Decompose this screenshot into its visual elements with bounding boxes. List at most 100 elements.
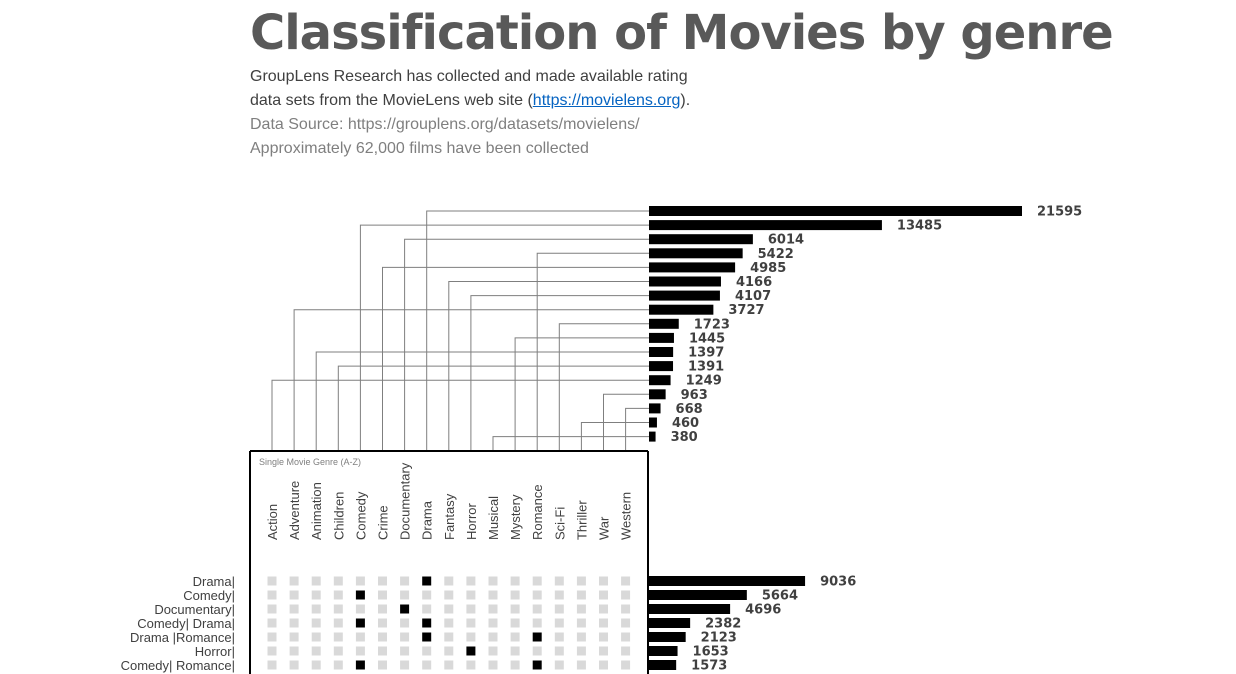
genre-total-bar [649,206,1022,216]
matrix-dot [289,632,299,642]
matrix-dot [510,632,520,642]
connector-line [470,295,649,451]
matrix-dot [576,660,586,670]
genre-total-value: 380 [671,430,698,445]
matrix-dot [554,618,564,628]
genre-total-value: 1391 [688,360,724,375]
genre-column-label: Action [265,504,280,540]
matrix-dot [576,618,586,628]
matrix-dot [400,576,410,586]
genre-total-value: 4107 [735,289,771,304]
genre-total-bar [649,417,657,428]
matrix-dot [510,618,520,628]
matrix-dot-active [355,618,365,628]
matrix-dot [488,646,498,656]
connector-line [315,351,649,451]
connector-line [271,379,649,451]
matrix-dot [333,604,343,614]
matrix-dot [400,660,410,670]
connector-line [492,436,649,451]
matrix-dot [599,590,608,600]
matrix-dot [444,576,454,586]
matrix-dot [532,604,542,614]
genre-column-label: Horror [464,502,479,540]
combination-label: Documentary| [154,602,235,617]
matrix-dot [378,646,387,656]
genre-total-bar [649,375,671,386]
matrix-dot [599,646,608,656]
matrix-dot [289,604,299,614]
connector-line [426,210,649,451]
matrix-dot-active [355,590,365,600]
matrix-dot [510,646,520,656]
matrix-dot [599,604,608,614]
matrix-dot [267,604,277,614]
matrix-dot [599,618,608,628]
matrix-dot [311,618,321,628]
matrix-dot [510,576,520,586]
genre-total-value: 5422 [758,247,794,262]
genre-total-value: 4985 [750,261,786,276]
genre-column-label: Fantasy [442,493,457,540]
matrix-dot [267,576,277,586]
matrix-dot [488,576,498,586]
matrix-dot-active [532,660,542,670]
genre-column-label: Animation [309,482,324,540]
matrix-dot-active [466,646,476,656]
description-line-1: GroupLens Research has collected and mad… [250,68,688,85]
matrix-dot [576,590,586,600]
movielens-link[interactable]: https://movielens.org [532,92,681,109]
genre-column-label: Western [619,492,634,540]
matrix-dot [355,646,365,656]
matrix-dot [444,618,454,628]
matrix-dot [621,576,631,586]
combination-bar [649,632,686,642]
matrix-dot [621,618,631,628]
combination-value: 2123 [701,631,737,646]
matrix-dot [289,576,299,586]
genre-total-bar [649,389,666,400]
matrix-dot [378,576,387,586]
matrix-dot [621,590,631,600]
connector-line [382,266,649,451]
matrix-dot [333,590,343,600]
matrix-dot [355,604,365,614]
genre-total-value: 3727 [728,303,764,318]
combination-bar [649,576,806,586]
matrix-dot [576,576,586,586]
matrix-dot [444,604,454,614]
genre-column-label: Documentary [398,462,413,540]
genre-total-bar [649,262,736,273]
matrix-dot [621,604,631,614]
matrix-dot [311,590,321,600]
matrix-dot [311,632,321,642]
genre-total-value: 668 [676,402,703,417]
matrix-dot [333,646,343,656]
matrix-dot [599,632,608,642]
matrix-dot [422,590,432,600]
matrix-dot [400,632,410,642]
matrix-dot [510,604,520,614]
connector-line [448,281,649,451]
matrix-dot [599,660,608,670]
matrix-dot [532,576,542,586]
matrix-dot [311,660,321,670]
combination-label: Drama| [193,574,235,589]
matrix-dot [267,618,277,628]
connector-line [293,309,649,451]
genre-total-bar [649,318,679,329]
connector-line [536,252,649,451]
description-line-2: data sets from the MovieLens web site (h… [250,89,690,113]
matrix-dot [466,590,476,600]
matrix-dot [267,590,277,600]
connector-line [337,365,649,451]
matrix-dot [488,618,498,628]
matrix-dot [466,632,476,642]
matrix-dot [576,604,586,614]
combination-bar [649,604,731,614]
genre-column-label: Sci-Fi [552,507,567,540]
genre-total-bar [649,248,743,259]
connector-line [514,337,649,451]
matrix-dot [267,646,277,656]
matrix-dot [311,576,321,586]
